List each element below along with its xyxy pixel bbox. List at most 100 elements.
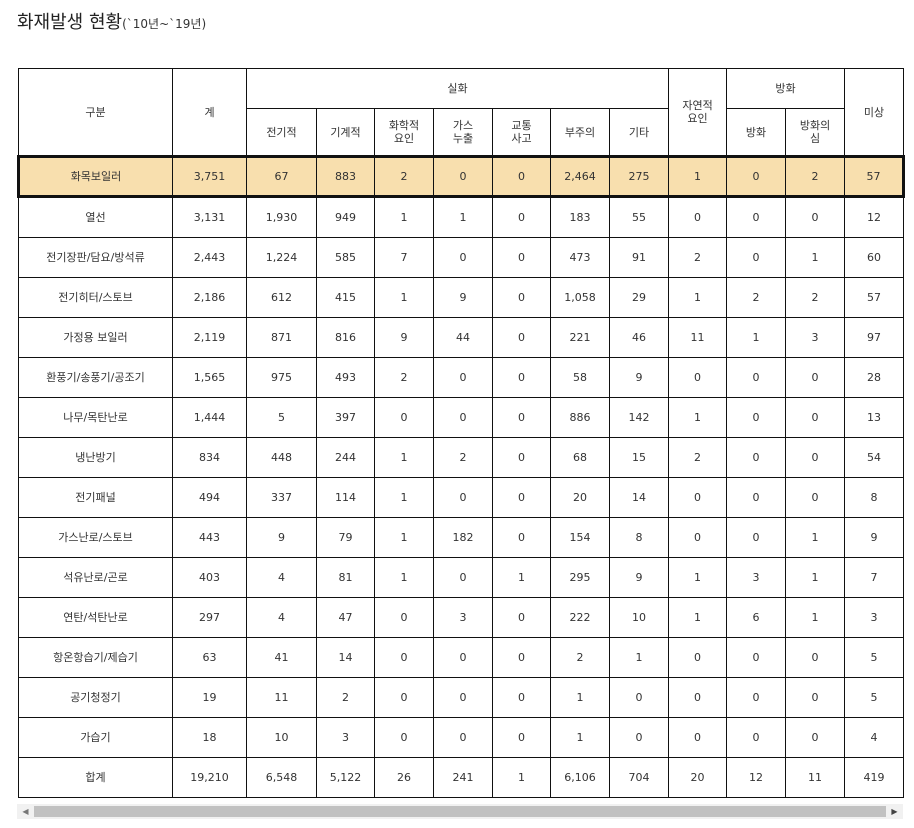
- table-cell: 3: [785, 317, 846, 358]
- table-cell: 46: [608, 317, 670, 358]
- table-cell: 5: [246, 397, 317, 438]
- table-cell: 57: [844, 155, 906, 198]
- table-cell: 0: [492, 357, 551, 398]
- row-label: 연탄/석탄난로: [18, 597, 173, 638]
- table-cell: 2,464: [550, 155, 610, 198]
- total-row: 합계 19,210 6,548 5,122 26 241 1 6,106 704 20 12 11 41…: [18, 757, 905, 798]
- table-cell: 0: [492, 155, 551, 198]
- table-cell: 6,548: [246, 757, 317, 798]
- table-cell: 6: [726, 597, 787, 638]
- header-accidental-sub: 전기적: [246, 108, 317, 157]
- table-cell: 9: [433, 277, 493, 318]
- table-cell: 448: [246, 437, 317, 478]
- table-cell: 949: [316, 196, 375, 238]
- table-cell: 0: [785, 196, 846, 238]
- table-cell: 1: [785, 517, 846, 558]
- row-label: 전기히터/스토브: [18, 277, 173, 318]
- table-cell: 1: [433, 196, 493, 238]
- table-cell: 3,131: [172, 196, 247, 238]
- row-label: 냉난방기: [18, 437, 173, 478]
- header-accidental-sub: 기타: [608, 108, 670, 157]
- table-cell: 0: [374, 637, 434, 678]
- table-cell: 19,210: [172, 757, 247, 798]
- table-cell: 0: [726, 517, 787, 558]
- table-cell: 2: [374, 357, 434, 398]
- table-cell: 0: [492, 717, 551, 758]
- table-cell: 10: [246, 717, 317, 758]
- table-cell: 10: [608, 597, 670, 638]
- table-cell: 0: [668, 357, 728, 398]
- table-cell: 0: [668, 477, 728, 518]
- table-cell: 704: [608, 757, 670, 798]
- table-cell: 5,122: [316, 757, 375, 798]
- table-cell: 975: [246, 357, 317, 398]
- table-cell: 1: [668, 155, 728, 198]
- table-cell: 0: [726, 397, 787, 438]
- table-cell: 55: [608, 196, 670, 238]
- table-cell: 2: [668, 437, 728, 478]
- scroll-right-arrow-icon[interactable]: ▶: [891, 807, 898, 816]
- table-row: 가스난로/스토브 443 9 79 1 182 0 154 8 0 0 1 9: [18, 517, 905, 558]
- table-cell: 1: [785, 557, 846, 598]
- table-cell: 9: [246, 517, 317, 558]
- table-cell: 3: [433, 597, 493, 638]
- table-cell: 26: [374, 757, 434, 798]
- row-label: 합계: [18, 757, 173, 798]
- table-cell: 19: [172, 677, 247, 718]
- table-row: 전기패널 494 337 114 1 0 0 20 14 0 0 0 8: [18, 477, 905, 518]
- table-cell: 0: [492, 196, 551, 238]
- table-cell: 0: [726, 677, 787, 718]
- table-cell: 415: [316, 277, 375, 318]
- table-cell: 0: [433, 677, 493, 718]
- table-cell: 3,751: [172, 155, 247, 198]
- table-cell: 0: [785, 677, 846, 718]
- table-cell: 2: [316, 677, 375, 718]
- table-cell: 0: [668, 196, 728, 238]
- row-label: 가정용 보일러: [18, 317, 173, 358]
- table-cell: 1: [374, 437, 434, 478]
- table-cell: 13: [844, 397, 905, 438]
- row-label: 나무/목탄난로: [18, 397, 173, 438]
- scroll-left-arrow-icon[interactable]: ◀: [22, 807, 29, 816]
- table-cell: 0: [785, 717, 846, 758]
- table-cell: 1: [668, 597, 728, 638]
- table-cell: 443: [172, 517, 247, 558]
- table-cell: 3: [316, 717, 375, 758]
- table-cell: 2: [668, 237, 728, 278]
- header-accidental-sub: 화학적 요인: [374, 108, 434, 157]
- table-row: 환풍기/송풍기/공조기 1,565 975 493 2 0 0 58 9 0 0 0 28: [18, 357, 905, 398]
- header-arson-sub: 방화: [726, 108, 787, 157]
- header-accidental-sub: 가스 누출: [433, 108, 493, 157]
- table-cell: 2: [785, 277, 846, 318]
- table-cell: 0: [433, 237, 493, 278]
- table-cell: 0: [668, 717, 728, 758]
- scrollbar-thumb[interactable]: [34, 806, 886, 817]
- table-cell: 0: [726, 155, 787, 198]
- table-row: 연탄/석탄난로 297 4 47 0 3 0 222 10 1 6 1 3: [18, 597, 905, 638]
- table-cell: 0: [785, 437, 846, 478]
- table-cell: 0: [492, 477, 551, 518]
- table-cell: 5: [844, 677, 905, 718]
- table-cell: 816: [316, 317, 375, 358]
- header-accidental-sub: 기계적: [316, 108, 375, 157]
- table-cell: 834: [172, 437, 247, 478]
- table-cell: 0: [492, 397, 551, 438]
- table-cell: 18: [172, 717, 247, 758]
- table-cell: 1: [550, 717, 610, 758]
- table-cell: 9: [608, 557, 670, 598]
- table-cell: 11: [668, 317, 728, 358]
- table-cell: 58: [550, 357, 610, 398]
- table-row: 전기히터/스토브 2,186 612 415 1 9 0 1,058 29 1 2 2 57: [18, 277, 905, 318]
- table-cell: 0: [492, 637, 551, 678]
- table-cell: 20: [668, 757, 728, 798]
- table-cell: 4: [844, 717, 905, 758]
- table-cell: 494: [172, 477, 247, 518]
- header-arson: 방화: [726, 68, 846, 109]
- horizontal-scrollbar[interactable]: ◀ ▶: [17, 804, 903, 819]
- table-cell: 0: [433, 357, 493, 398]
- table-cell: 0: [374, 397, 434, 438]
- table-cell: 1: [492, 557, 551, 598]
- table-cell: 0: [492, 317, 551, 358]
- table-cell: 241: [433, 757, 493, 798]
- table-row: 냉난방기 834 448 244 1 2 0 68 15 2 0 0 54: [18, 437, 905, 478]
